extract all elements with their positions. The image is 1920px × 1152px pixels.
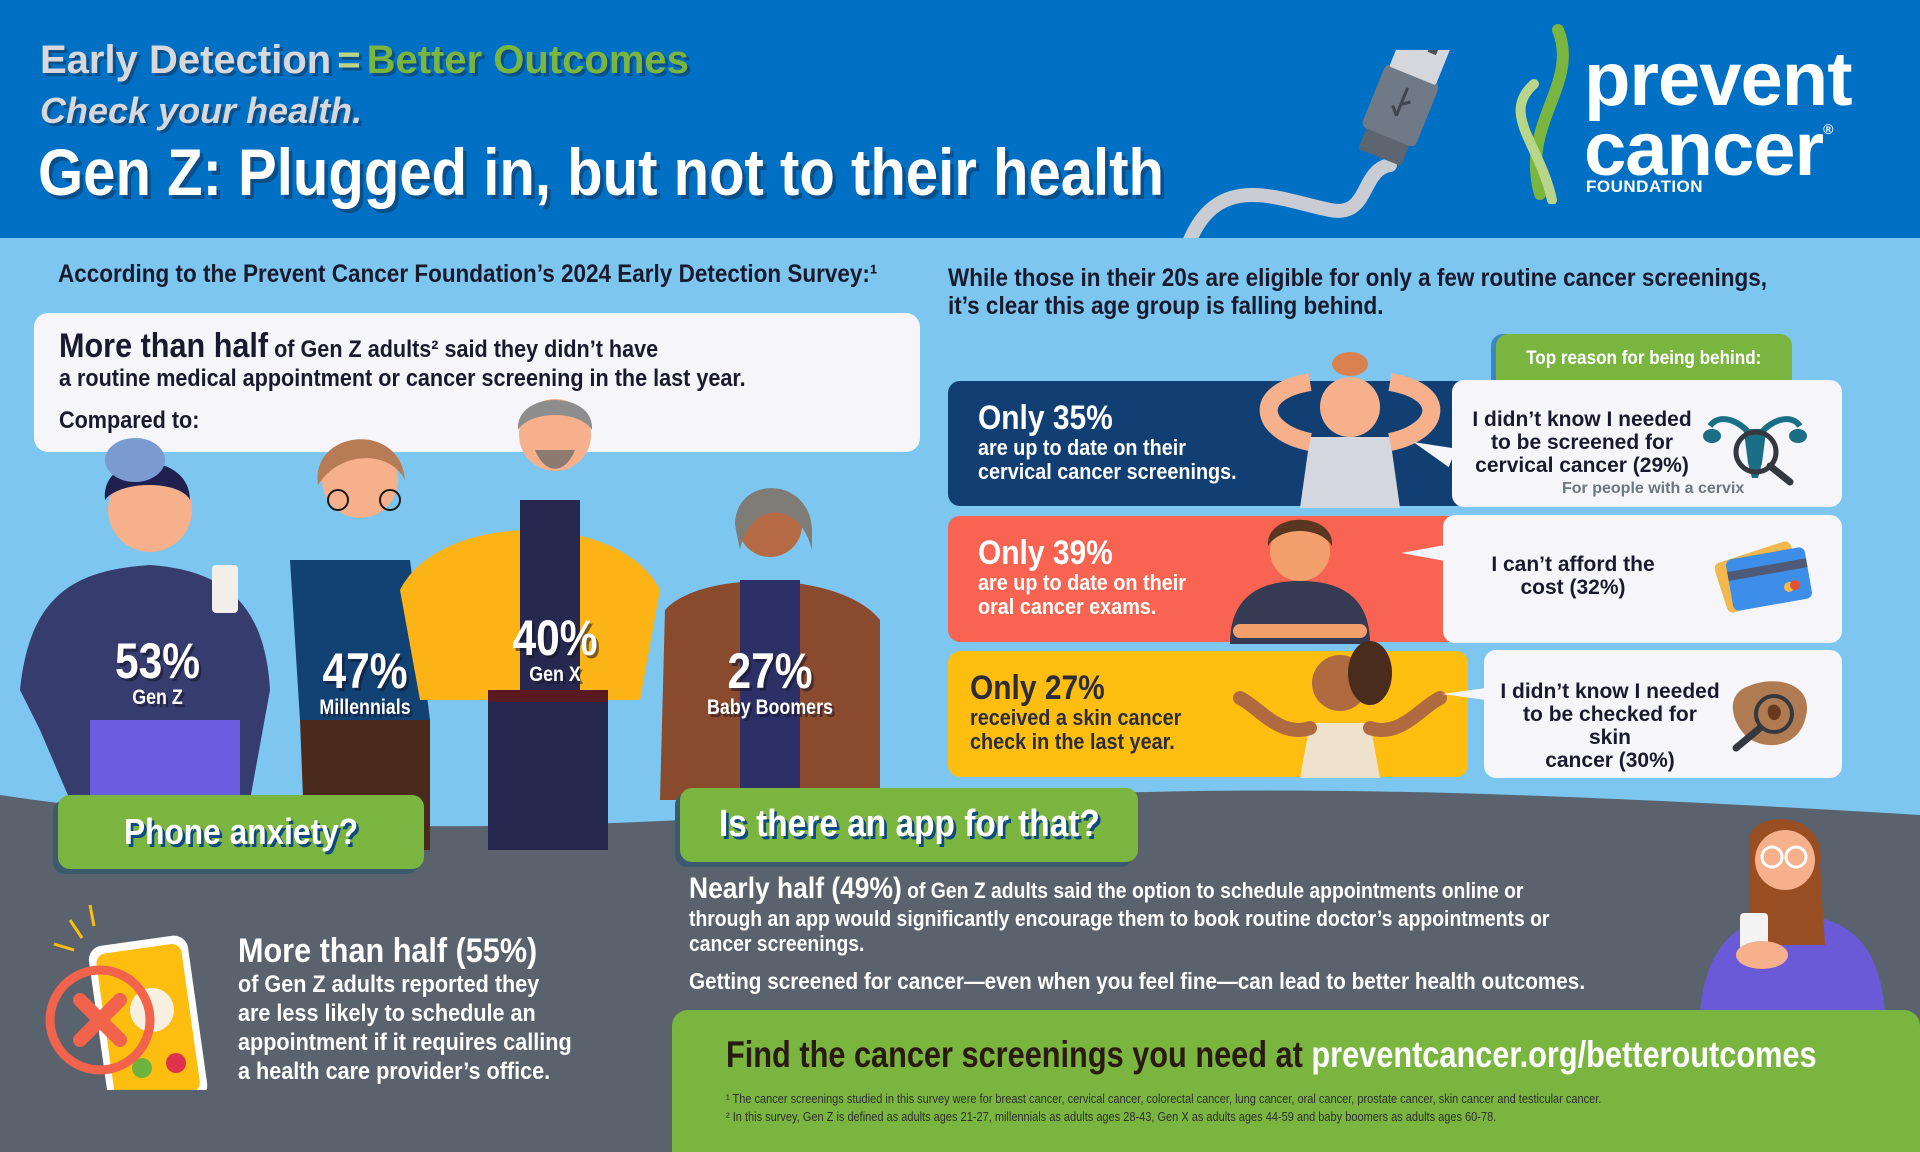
shrugging-woman-illustration	[1233, 641, 1447, 778]
app-question-label: Is there an app for that?	[680, 788, 1138, 862]
top-reason-tab: Top reason for being behind:	[1496, 334, 1792, 384]
uterus-magnifier-icon	[1703, 416, 1807, 486]
reason-card-oral: I can’t afford the cost (32%)	[1401, 515, 1842, 643]
phone-anxiety-stat: More than half (55%) of Gen Z adults rep…	[238, 932, 572, 1085]
screenings-intro: While those in their 20s are eligible fo…	[948, 264, 1767, 320]
stressed-woman-illustration	[1259, 352, 1441, 508]
app-stat: Nearly half (49%) of Gen Z adults said t…	[689, 872, 1550, 956]
reason-card-cervical: I didn’t know I needed to be screened fo…	[1409, 380, 1842, 507]
cta-url-link[interactable]: preventcancer.org/betteroutcomes	[1311, 1034, 1817, 1075]
oral-stat-row: Only 39% are up to date on their oral ca…	[948, 516, 1468, 642]
phone-anxiety-label: Phone anxiety?	[58, 795, 424, 869]
gen-x-person-icon	[400, 399, 660, 850]
millennials-stat: 47% Millennials	[319, 643, 411, 719]
gen-z-stat: 53% Gen Z	[114, 633, 201, 709]
survey-headline-card: More than half of Gen Z adults² said the…	[34, 313, 920, 452]
survey-intro: According to the Prevent Cancer Foundati…	[58, 260, 878, 288]
subtagline: Check your health.	[40, 90, 363, 131]
credit-card-icon	[1715, 541, 1812, 613]
skin-mole-magnifier-icon	[1732, 681, 1808, 752]
gen-z-person-icon	[20, 438, 270, 800]
usb-cable-icon	[1183, 50, 1455, 238]
prevent-cancer-logo[interactable]: prevent cancer® FOUNDATION	[1500, 24, 1880, 204]
footnote-2: ² In this survey, Gen Z is defined as ad…	[726, 1110, 1497, 1124]
worried-man-illustration	[1230, 519, 1370, 644]
woman-with-phone-illustration	[1700, 819, 1885, 1015]
reason-card-skin: I didn’t know I needed to be checked for…	[1442, 650, 1842, 778]
cta-banner: Find the cancer screenings you need at p…	[672, 1010, 1920, 1152]
footnote-1: ¹ The cancer screenings studied in this …	[726, 1092, 1602, 1106]
declined-phone-call-icon	[45, 904, 208, 1090]
baby-boomers-stat: 27% Baby Boomers	[707, 643, 833, 719]
dna-ribbon-logo-icon	[1515, 24, 1569, 204]
page-title: Gen Z: Plugged in, but not to their heal…	[38, 135, 1165, 209]
generations-illustration	[20, 399, 880, 850]
gen-x-stat: 40% Gen X	[512, 610, 598, 686]
compared-to-label: Compared to:	[59, 407, 200, 434]
closing-statement: Getting screened for cancer—even when yo…	[689, 968, 1586, 994]
header-banner: Early Detection = Better Outcomes Check yo…	[0, 0, 1920, 238]
baby-boomer-person-icon	[660, 488, 880, 800]
tagline: Early Detection = Better Outcomes	[40, 38, 689, 82]
